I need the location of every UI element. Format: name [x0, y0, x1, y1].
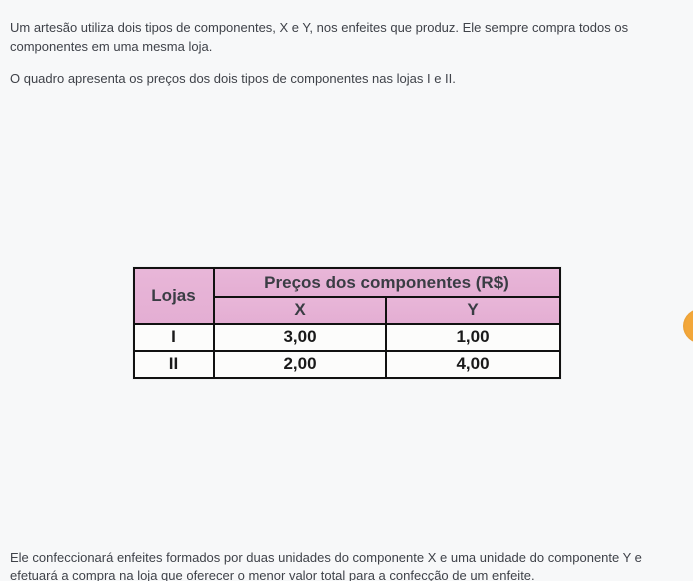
table-row: I 3,00 1,00: [134, 324, 560, 351]
intro-paragraph-2: O quadro apresenta os preços dos dois ti…: [10, 70, 683, 89]
price-table-container: Lojas Preços dos componentes (R$) X Y I …: [10, 267, 683, 379]
cell-y-value: 4,00: [386, 351, 559, 378]
cell-store-label: II: [134, 351, 214, 378]
cell-x-value: 3,00: [214, 324, 387, 351]
cell-x-value: 2,00: [214, 351, 387, 378]
table-row: II 2,00 4,00: [134, 351, 560, 378]
price-table: Lojas Preços dos componentes (R$) X Y I …: [133, 267, 561, 379]
intro-paragraph-1: Um artesão utiliza dois tipos de compone…: [10, 19, 683, 57]
cell-store-label: I: [134, 324, 214, 351]
table-header-y: Y: [386, 297, 559, 324]
table-header-lojas: Lojas: [134, 268, 214, 324]
outro-paragraph-1: Ele confeccionará enfeites formados por …: [10, 549, 683, 581]
table-header-super: Preços dos componentes (R$): [214, 268, 560, 297]
cell-y-value: 1,00: [386, 324, 559, 351]
table-header-x: X: [214, 297, 387, 324]
